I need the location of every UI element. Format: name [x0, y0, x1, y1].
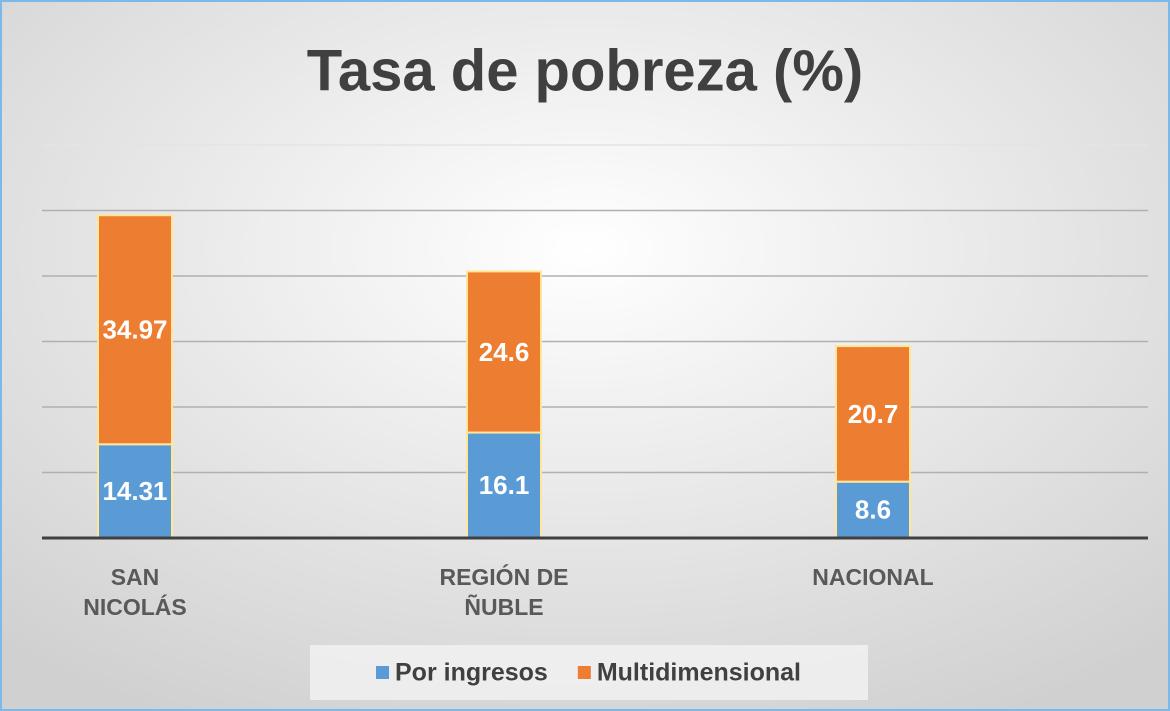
data-label: 14.31 [102, 476, 167, 506]
data-label: 16.1 [479, 470, 530, 500]
data-label: 24.6 [479, 337, 530, 367]
data-label: 20.7 [848, 399, 899, 429]
chart-title: Tasa de pobreza (%) [307, 38, 864, 103]
bar-segment [466, 270, 542, 434]
bar-segment [835, 345, 911, 483]
x-tick-label: REGIÓN DE ÑUBLE [439, 564, 569, 620]
bar-segment [97, 214, 173, 446]
data-label: 34.97 [102, 315, 167, 345]
legend-label: Multidimensional [597, 659, 801, 687]
x-tick-label: NACIONAL [812, 564, 934, 590]
x-tick-label: SAN NICOLÁS [83, 564, 187, 620]
legend-label: Por ingresos [395, 659, 548, 687]
data-label: 8.6 [855, 495, 891, 525]
bar-segment [466, 431, 542, 540]
legend-swatch [577, 666, 591, 679]
legend-swatch [376, 666, 389, 679]
